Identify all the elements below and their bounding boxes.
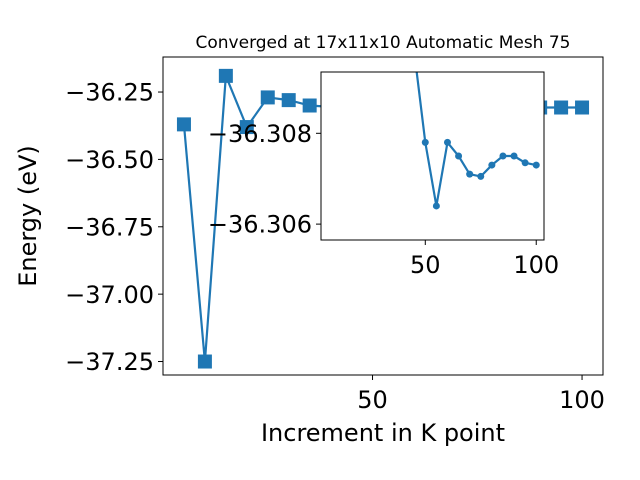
inset-data-point (532, 161, 540, 169)
main-data-point (239, 120, 254, 135)
main-data-point (197, 354, 212, 369)
main-data-point (554, 100, 569, 115)
inset-x-tick-label: 50 (410, 251, 441, 279)
main-chart-title: Converged at 17x11x10 Automatic Mesh 75 (196, 33, 571, 53)
inset-x-tick-label: 100 (513, 251, 559, 279)
main-x-tick-label: 100 (559, 386, 605, 414)
inset-chart: 50 100 −36.308 −36.306 (208, 71, 559, 279)
main-y-tick-label: −37.00 (65, 281, 154, 309)
inset-data-point (443, 138, 451, 146)
inset-y-tick-label: −36.308 (208, 120, 312, 148)
main-y-tick-label: −36.25 (65, 79, 154, 107)
inset-plot-area (415, 72, 540, 210)
main-chart: Converged at 17x11x10 Automatic Mesh 75 … (14, 33, 605, 447)
inset-data-point (466, 170, 474, 178)
main-data-point (218, 68, 233, 83)
main-y-tick-label: −36.50 (65, 146, 154, 174)
main-y-tick-label: −36.75 (65, 213, 154, 241)
inset-data-point (488, 161, 496, 169)
main-data-point (176, 117, 191, 132)
inset-y-tick-label: −36.306 (208, 211, 312, 239)
main-axes-frame (162, 56, 604, 376)
inset-data-point (499, 152, 507, 160)
main-data-point (281, 93, 296, 108)
main-ticks: 50 100 −36.25 −36.50 −36.75 −37.00 −37.25 (65, 79, 605, 414)
inset-data-point (510, 152, 518, 160)
main-x-tick-label: 50 (357, 386, 388, 414)
main-data-point (575, 100, 590, 115)
main-data-point (302, 98, 317, 113)
inset-data-point (521, 159, 529, 167)
main-data-point (260, 90, 275, 105)
inset-ticks: 50 100 −36.308 −36.306 (208, 120, 559, 279)
inset-data-point (421, 138, 429, 146)
main-y-tick-label: −37.25 (65, 348, 154, 376)
main-y-axis-label: Energy (eV) (14, 145, 42, 287)
inset-data-point (477, 172, 485, 180)
inset-axes-frame (320, 71, 545, 241)
inset-data-point (455, 152, 463, 160)
main-x-axis-label: Increment in K point (261, 419, 505, 447)
inset-series-group (415, 72, 540, 210)
inset-data-point (432, 202, 440, 210)
